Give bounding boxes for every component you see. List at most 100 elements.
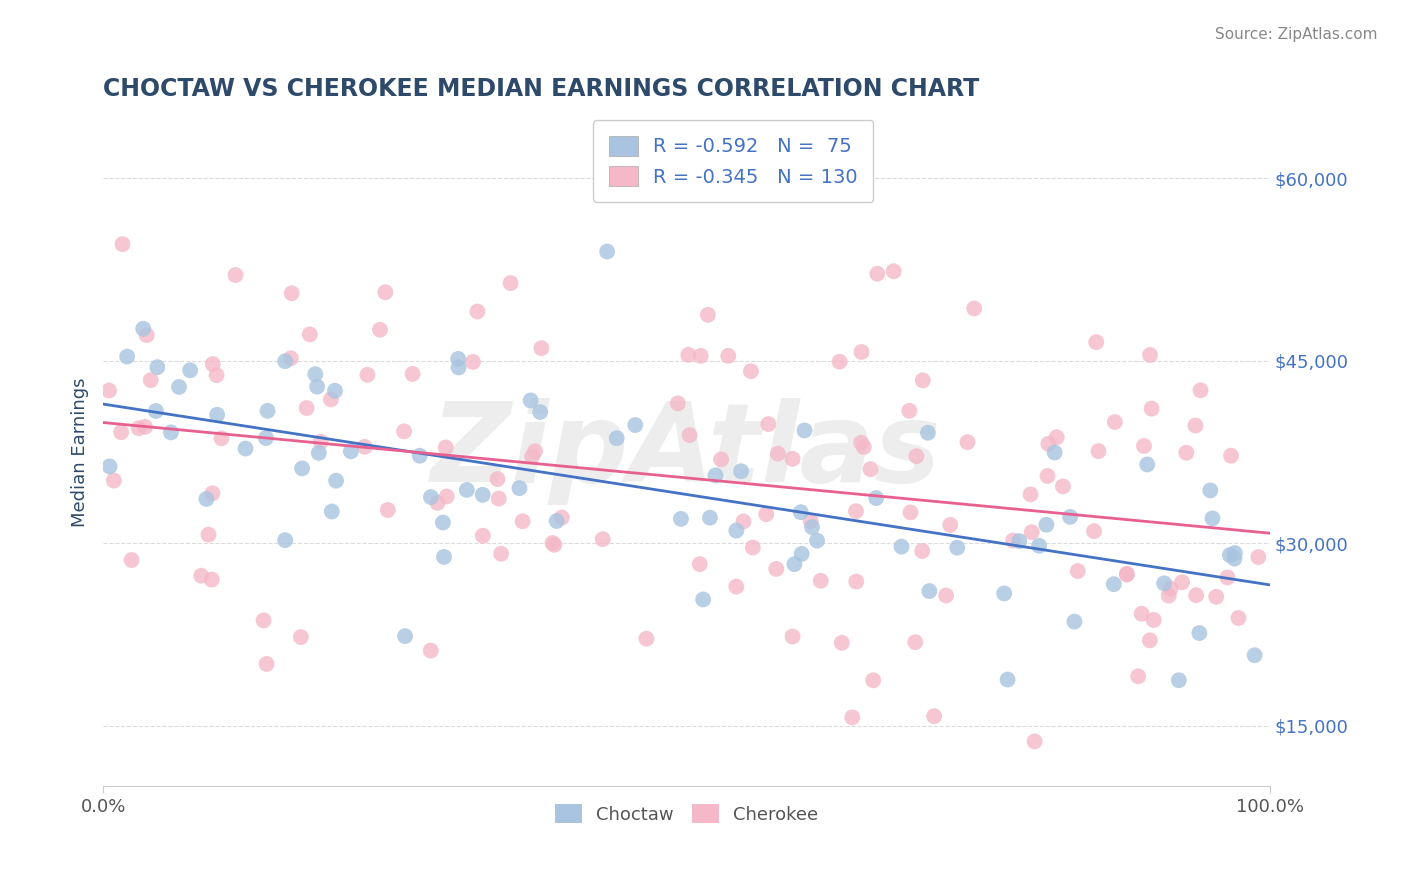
Point — [225, 268, 247, 282]
Point — [678, 428, 700, 442]
Point — [280, 351, 302, 366]
Point — [211, 431, 233, 445]
Point — [741, 541, 763, 555]
Point — [704, 468, 727, 483]
Point — [1028, 539, 1050, 553]
Point — [321, 504, 343, 518]
Point — [1216, 570, 1239, 584]
Point — [201, 486, 224, 500]
Point — [489, 547, 512, 561]
Point — [274, 533, 297, 548]
Point — [1205, 590, 1227, 604]
Point — [699, 510, 721, 524]
Point — [235, 442, 257, 456]
Point — [488, 491, 510, 506]
Point — [935, 589, 957, 603]
Point — [689, 349, 711, 363]
Point — [433, 549, 456, 564]
Point — [849, 435, 872, 450]
Point — [1219, 548, 1241, 562]
Point — [546, 514, 568, 528]
Point — [793, 424, 815, 438]
Point — [730, 464, 752, 478]
Point — [756, 417, 779, 431]
Point — [1115, 566, 1137, 581]
Point — [1223, 551, 1246, 566]
Point — [308, 446, 330, 460]
Point — [852, 440, 875, 454]
Point — [828, 354, 851, 368]
Point — [426, 496, 449, 510]
Point — [1247, 550, 1270, 565]
Point — [304, 368, 326, 382]
Point — [1085, 335, 1108, 350]
Point — [697, 308, 720, 322]
Point — [806, 533, 828, 548]
Point — [280, 286, 302, 301]
Point — [319, 392, 342, 407]
Point — [993, 586, 1015, 600]
Point — [394, 629, 416, 643]
Point — [946, 541, 969, 555]
Point — [295, 401, 318, 415]
Point — [543, 538, 565, 552]
Point — [800, 514, 823, 528]
Point — [1157, 589, 1180, 603]
Point — [368, 323, 391, 337]
Point — [323, 384, 346, 398]
Point — [956, 435, 979, 450]
Point — [524, 444, 547, 458]
Point — [103, 474, 125, 488]
Point — [135, 328, 157, 343]
Point — [205, 368, 228, 383]
Point — [1175, 446, 1198, 460]
Point — [1019, 487, 1042, 501]
Point — [1133, 439, 1156, 453]
Point — [146, 360, 169, 375]
Point — [374, 285, 396, 300]
Point — [256, 657, 278, 671]
Point — [447, 360, 470, 375]
Point — [461, 355, 484, 369]
Point — [340, 444, 363, 458]
Point — [1046, 430, 1069, 444]
Point — [841, 710, 863, 724]
Point — [529, 405, 551, 419]
Point — [139, 373, 162, 387]
Point — [111, 237, 134, 252]
Point — [456, 483, 478, 497]
Point — [298, 327, 321, 342]
Point — [530, 341, 553, 355]
Point — [1188, 626, 1211, 640]
Point — [551, 510, 574, 524]
Point — [755, 507, 778, 521]
Point — [911, 544, 934, 558]
Point — [1143, 613, 1166, 627]
Point — [1102, 577, 1125, 591]
Point — [596, 244, 619, 259]
Point — [782, 451, 804, 466]
Point — [471, 529, 494, 543]
Point — [309, 434, 332, 449]
Point — [447, 351, 470, 366]
Point — [636, 632, 658, 646]
Point — [1083, 524, 1105, 538]
Point — [353, 440, 375, 454]
Point — [678, 348, 700, 362]
Point — [1243, 648, 1265, 663]
Point — [862, 673, 884, 688]
Point — [905, 449, 928, 463]
Point — [1043, 445, 1066, 459]
Point — [179, 363, 201, 377]
Point — [110, 425, 132, 440]
Point — [512, 514, 534, 528]
Point — [831, 636, 853, 650]
Point — [883, 264, 905, 278]
Point — [1140, 401, 1163, 416]
Point — [922, 709, 945, 723]
Point — [766, 447, 789, 461]
Point — [1189, 384, 1212, 398]
Point — [471, 488, 494, 502]
Text: ZipAtlas: ZipAtlas — [432, 399, 942, 506]
Point — [963, 301, 986, 316]
